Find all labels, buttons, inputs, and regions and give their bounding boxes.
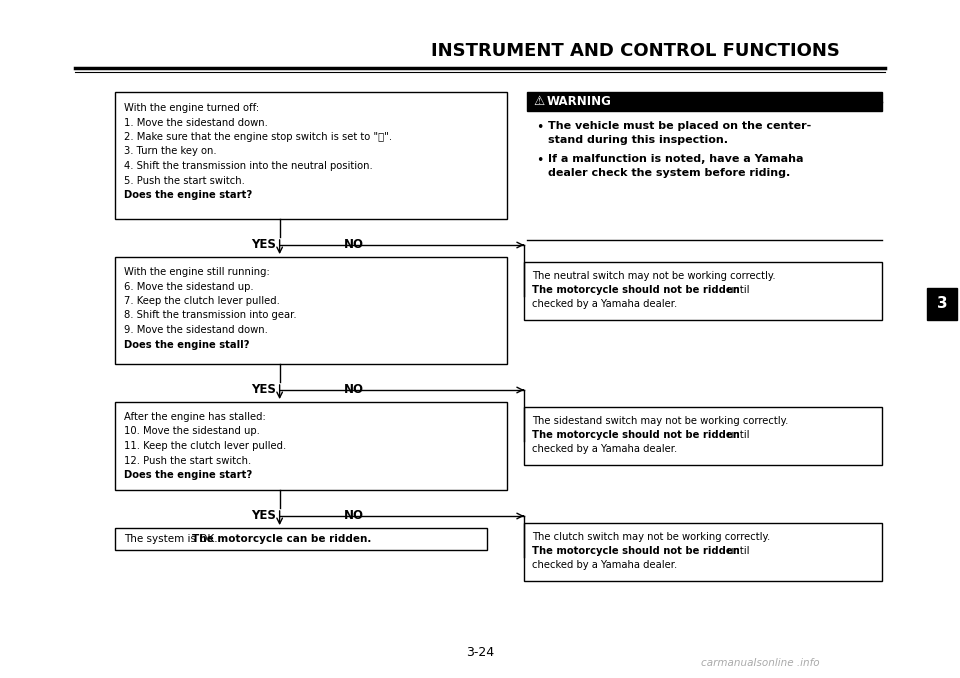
- Text: checked by a Yamaha dealer.: checked by a Yamaha dealer.: [532, 560, 677, 570]
- Text: Does the engine stall?: Does the engine stall?: [124, 340, 250, 349]
- Text: 8. Shift the transmission into gear.: 8. Shift the transmission into gear.: [124, 311, 297, 321]
- Bar: [527, 92, 882, 111]
- Text: 12. Push the start switch.: 12. Push the start switch.: [124, 456, 252, 466]
- Text: 6. Move the sidestand up.: 6. Move the sidestand up.: [124, 281, 253, 292]
- Text: With the engine turned off:: With the engine turned off:: [124, 103, 259, 113]
- Text: YES: YES: [251, 509, 276, 522]
- Text: 3-24: 3-24: [466, 647, 494, 660]
- Text: •: •: [536, 121, 543, 134]
- Text: Does the engine start?: Does the engine start?: [124, 470, 252, 480]
- Text: The motorcycle can be ridden.: The motorcycle can be ridden.: [192, 534, 372, 544]
- Text: The clutch switch may not be working correctly.: The clutch switch may not be working cor…: [532, 532, 770, 542]
- Text: 1. Move the sidestand down.: 1. Move the sidestand down.: [124, 117, 268, 127]
- Text: NO: NO: [345, 238, 365, 251]
- Text: 7. Keep the clutch lever pulled.: 7. Keep the clutch lever pulled.: [124, 296, 280, 306]
- Text: stand during this inspection.: stand during this inspection.: [548, 135, 728, 145]
- Bar: [115, 92, 507, 219]
- Text: The motorcycle should not be ridden: The motorcycle should not be ridden: [532, 430, 740, 440]
- Text: 3. Turn the key on.: 3. Turn the key on.: [124, 146, 217, 157]
- Text: checked by a Yamaha dealer.: checked by a Yamaha dealer.: [532, 444, 677, 454]
- Bar: [524, 262, 882, 320]
- Bar: [524, 523, 882, 581]
- Text: INSTRUMENT AND CONTROL FUNCTIONS: INSTRUMENT AND CONTROL FUNCTIONS: [431, 42, 840, 60]
- Text: checked by a Yamaha dealer.: checked by a Yamaha dealer.: [532, 299, 677, 309]
- Bar: [524, 407, 882, 465]
- Text: After the engine has stalled:: After the engine has stalled:: [124, 412, 266, 422]
- Bar: [115, 528, 487, 550]
- Bar: [115, 402, 507, 490]
- Text: With the engine still running:: With the engine still running:: [124, 267, 270, 277]
- Text: carmanuaIsonline .info: carmanuaIsonline .info: [701, 658, 819, 668]
- Text: Does the engine start?: Does the engine start?: [124, 190, 252, 200]
- Text: NO: NO: [345, 383, 365, 396]
- Text: 4. Shift the transmission into the neutral position.: 4. Shift the transmission into the neutr…: [124, 161, 372, 171]
- Text: ⚠: ⚠: [533, 95, 544, 108]
- Text: The motorcycle should not be ridden: The motorcycle should not be ridden: [532, 546, 740, 556]
- Text: 2. Make sure that the engine stop switch is set to "⦿".: 2. Make sure that the engine stop switch…: [124, 132, 392, 142]
- Text: 11. Keep the clutch lever pulled.: 11. Keep the clutch lever pulled.: [124, 441, 286, 451]
- Text: If a malfunction is noted, have a Yamaha: If a malfunction is noted, have a Yamaha: [548, 154, 804, 164]
- Bar: [115, 257, 507, 364]
- Text: WARNING: WARNING: [547, 95, 612, 108]
- Text: YES: YES: [251, 238, 276, 251]
- Text: until: until: [724, 285, 750, 295]
- Text: until: until: [724, 430, 750, 440]
- Text: YES: YES: [251, 383, 276, 396]
- Text: The system is OK.: The system is OK.: [124, 534, 221, 544]
- Text: until: until: [724, 546, 750, 556]
- Text: The sidestand switch may not be working correctly.: The sidestand switch may not be working …: [532, 416, 788, 426]
- Text: 3: 3: [937, 296, 948, 311]
- Text: dealer check the system before riding.: dealer check the system before riding.: [548, 168, 790, 178]
- Text: •: •: [536, 154, 543, 167]
- Text: The motorcycle should not be ridden: The motorcycle should not be ridden: [532, 285, 740, 295]
- Text: 10. Move the sidestand up.: 10. Move the sidestand up.: [124, 426, 260, 437]
- Text: 9. Move the sidestand down.: 9. Move the sidestand down.: [124, 325, 268, 335]
- Text: 5. Push the start switch.: 5. Push the start switch.: [124, 176, 245, 186]
- Text: The neutral switch may not be working correctly.: The neutral switch may not be working co…: [532, 271, 776, 281]
- Bar: [927, 288, 957, 320]
- Text: The vehicle must be placed on the center-: The vehicle must be placed on the center…: [548, 121, 811, 131]
- Text: NO: NO: [345, 509, 365, 522]
